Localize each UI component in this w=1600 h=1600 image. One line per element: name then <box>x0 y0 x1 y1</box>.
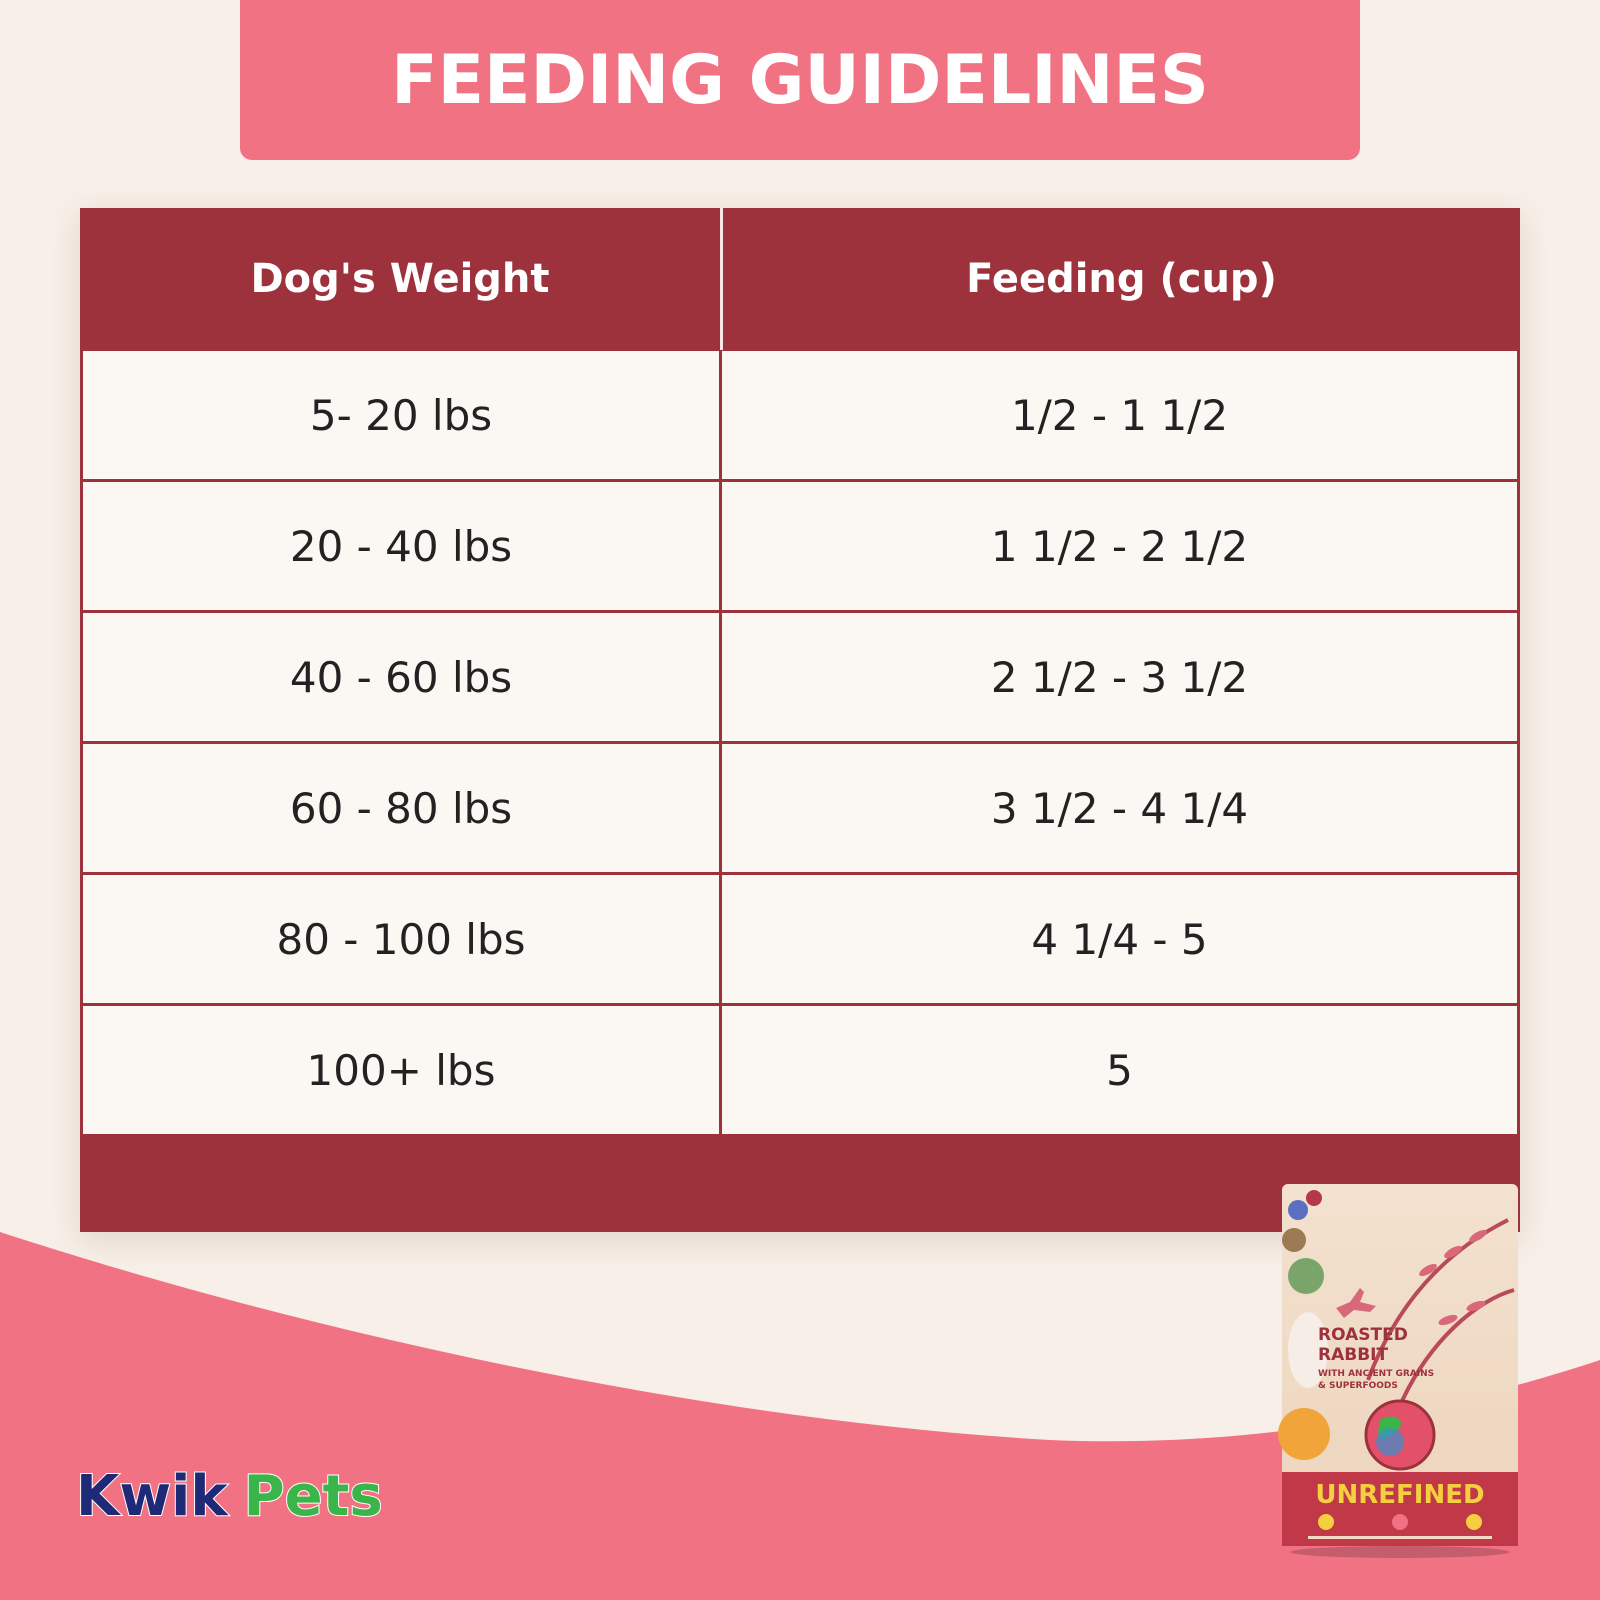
weight-cell: 20 - 40 lbs <box>83 482 719 610</box>
product-name-line1: ROASTED <box>1318 1325 1408 1345</box>
column-header-feeding: Feeding (cup) <box>966 256 1277 302</box>
weight-cell: 60 - 80 lbs <box>83 744 719 872</box>
product-bag-image: ROASTED RABBIT WITH ANCIENT GRAINS & SUP… <box>1278 1184 1518 1558</box>
table-row: 40 - 60 lbs 2 1/2 - 3 1/2 <box>83 613 1517 741</box>
logo-word-pets: Pets <box>243 1463 384 1530</box>
feeding-table: Dog's Weight Feeding (cup) 5- 20 lbs 1/2… <box>80 208 1520 1232</box>
table-row: 100+ lbs 5 <box>83 1006 1517 1134</box>
feeding-cell: 4 1/4 - 5 <box>722 875 1517 1003</box>
product-sub-line1: WITH ANCIENT GRAINS <box>1318 1369 1434 1379</box>
feeding-cell: 3 1/2 - 4 1/4 <box>722 744 1517 872</box>
title-banner: FEEDING GUIDELINES <box>240 0 1360 160</box>
product-brand-name: UNREFINED <box>1315 1480 1484 1510</box>
table-row: 20 - 40 lbs 1 1/2 - 2 1/2 <box>83 482 1517 610</box>
feeding-cell: 2 1/2 - 3 1/2 <box>722 613 1517 741</box>
weight-cell: 40 - 60 lbs <box>83 613 719 741</box>
weight-cell: 5- 20 lbs <box>83 351 719 479</box>
kwik-pets-logo: Kwik Pets <box>75 1456 384 1536</box>
page-title: FEEDING GUIDELINES <box>391 40 1209 120</box>
feeding-cell: 5 <box>722 1006 1517 1134</box>
feeding-cell: 1/2 - 1 1/2 <box>722 351 1517 479</box>
weight-cell: 100+ lbs <box>83 1006 719 1134</box>
table-row: 5- 20 lbs 1/2 - 1 1/2 <box>83 351 1517 479</box>
table-header-row: Dog's Weight Feeding (cup) <box>80 208 1520 350</box>
feeding-cell: 1 1/2 - 2 1/2 <box>722 482 1517 610</box>
product-name-line2: RABBIT <box>1318 1345 1388 1365</box>
logo-word-kwik: Kwik <box>75 1463 229 1530</box>
table-row: 60 - 80 lbs 3 1/2 - 4 1/4 <box>83 744 1517 872</box>
weight-cell: 80 - 100 lbs <box>83 875 719 1003</box>
column-header-weight: Dog's Weight <box>80 208 723 350</box>
product-sub-line2: & SUPERFOODS <box>1318 1381 1398 1391</box>
table-body: 5- 20 lbs 1/2 - 1 1/2 20 - 40 lbs 1 1/2 … <box>83 351 1517 1137</box>
table-row: 80 - 100 lbs 4 1/4 - 5 <box>83 875 1517 1003</box>
